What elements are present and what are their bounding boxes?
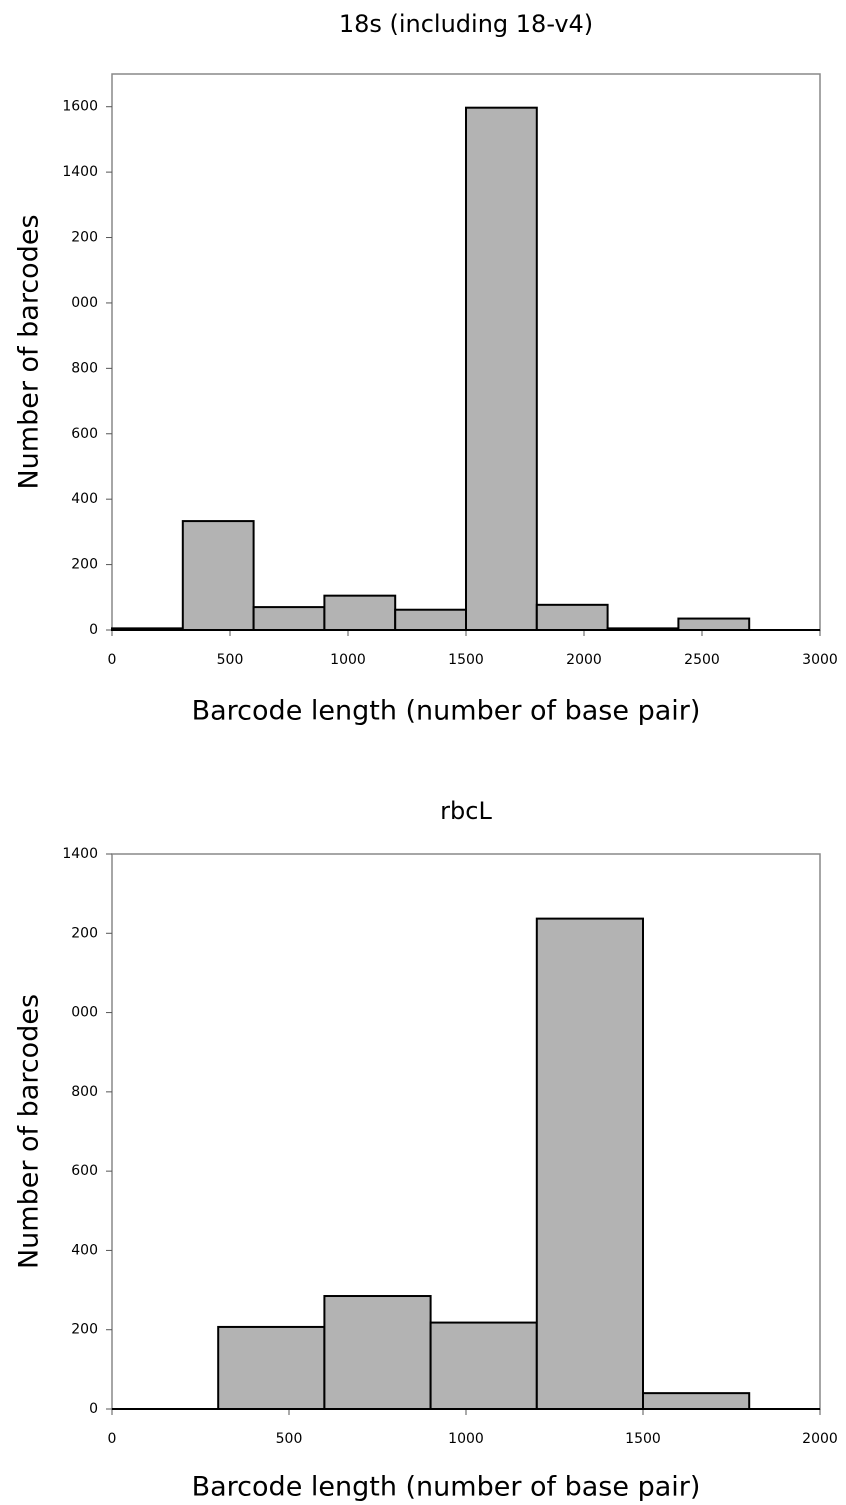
y-tick-label: 400 bbox=[71, 1242, 98, 1258]
x-tick-label: 1500 bbox=[625, 1431, 661, 1447]
bar bbox=[323, 1295, 432, 1410]
y-axis-label: Number of barcodes bbox=[14, 214, 45, 489]
x-tick-label: 2000 bbox=[566, 652, 602, 668]
y-tick-label: 800 bbox=[71, 360, 98, 376]
y-tick-label: 200 bbox=[71, 557, 98, 573]
x-tick-label: 1000 bbox=[448, 1431, 484, 1447]
y-tick-label: 200 bbox=[71, 925, 98, 941]
bar bbox=[535, 917, 644, 1410]
y-tick-label: 200 bbox=[71, 230, 98, 246]
bar bbox=[323, 594, 397, 631]
x-tick-label: 1500 bbox=[448, 652, 484, 668]
x-tick-label: 2500 bbox=[684, 652, 720, 668]
x-axis-label: Barcode length (number of base pair) bbox=[192, 1472, 701, 1503]
y-tick-label: 800 bbox=[71, 1084, 98, 1100]
bar bbox=[217, 1325, 326, 1411]
chart-title: 18s (including 18-v4) bbox=[339, 10, 593, 38]
y-tick-label: 1400 bbox=[62, 164, 98, 180]
bar bbox=[465, 106, 538, 631]
bar bbox=[252, 606, 326, 632]
x-axis-label: Barcode length (number of base pair) bbox=[192, 696, 701, 727]
bar bbox=[535, 603, 609, 631]
y-tick-label: 0 bbox=[89, 622, 98, 638]
y-tick-label: 600 bbox=[71, 426, 98, 442]
bar bbox=[677, 617, 751, 631]
x-tick-label: 1000 bbox=[330, 652, 366, 668]
y-tick-label: 1600 bbox=[62, 99, 98, 115]
bar bbox=[181, 520, 255, 632]
y-tick-label: 200 bbox=[71, 1322, 98, 1338]
bar bbox=[642, 1392, 751, 1410]
x-tick-label: 0 bbox=[108, 1431, 117, 1447]
x-tick-label: 0 bbox=[108, 652, 117, 668]
x-tick-label: 500 bbox=[276, 1431, 303, 1447]
x-tick-label: 500 bbox=[217, 652, 244, 668]
y-tick-label: 0 bbox=[89, 1401, 98, 1417]
y-tick-label: 400 bbox=[71, 491, 98, 507]
bar bbox=[429, 1321, 538, 1411]
y-tick-label: 600 bbox=[71, 1163, 98, 1179]
y-tick-label: 000 bbox=[71, 1005, 98, 1021]
bar bbox=[394, 608, 468, 631]
x-tick-label: 3000 bbox=[802, 652, 838, 668]
chart-title: rbcL bbox=[440, 797, 492, 825]
x-tick-label: 2000 bbox=[802, 1431, 838, 1447]
y-tick-label: 000 bbox=[71, 295, 98, 311]
y-axis-label: Number of barcodes bbox=[14, 994, 45, 1269]
y-tick-label: 1400 bbox=[62, 846, 98, 862]
